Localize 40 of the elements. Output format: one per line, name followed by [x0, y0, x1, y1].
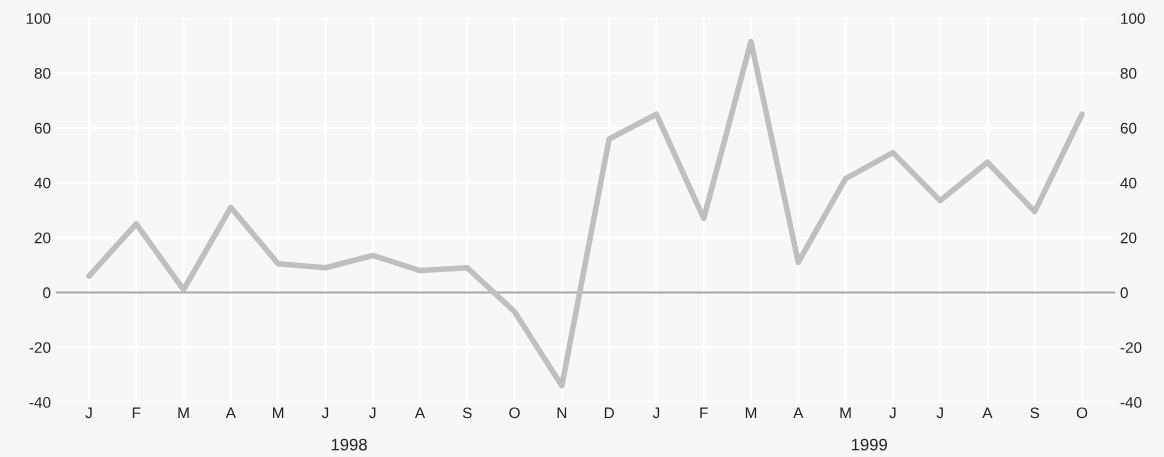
text: 1998	[331, 438, 367, 451]
x-tick-label: J	[85, 407, 92, 419]
y2-tick-label: 20	[1120, 232, 1137, 244]
y-tick-label: 100	[26, 13, 51, 24]
y2-tick-label: -40	[1120, 397, 1142, 408]
y-tick-label: 80	[34, 67, 51, 79]
x-tick-label: S	[1030, 407, 1040, 419]
text: 1999	[851, 438, 887, 451]
x-tick-label: J	[652, 407, 660, 419]
y2-tick-label: 40	[1120, 177, 1137, 189]
y-tick-label: -20	[29, 342, 51, 354]
x-tick-label: J	[936, 407, 943, 419]
y-tick-label: 40	[34, 177, 51, 189]
y2-tick-label: 0	[1120, 287, 1128, 299]
x-tick-label: A	[793, 407, 804, 419]
y2-tick-label: 80	[1120, 67, 1137, 79]
x-tick-label: D	[604, 407, 614, 419]
y2-tick-label: 60	[1120, 122, 1137, 134]
x-tick-label: S	[462, 407, 472, 419]
x-tick-label: M	[178, 407, 189, 419]
x-tick-label: J	[889, 407, 896, 419]
x-tick-label: M	[273, 407, 284, 419]
x-tick-label: O	[1076, 407, 1088, 419]
x-tick-label: N	[557, 407, 567, 419]
y-tick-label: 60	[34, 122, 51, 134]
x-tick-label: M	[745, 407, 757, 419]
x-tick-label: M	[840, 407, 851, 419]
y2-tick-label: 100	[1121, 13, 1145, 24]
y2-tick-label: -20	[1120, 342, 1142, 354]
y-tick-label: 20	[34, 232, 51, 244]
y-tick-label: -40	[29, 397, 51, 408]
x-tick-label: F	[700, 407, 708, 419]
x-tick-label: J	[321, 407, 329, 419]
x-tick-label: J	[369, 407, 376, 419]
x-tick-label: A	[982, 407, 993, 419]
x-tick-label: A	[225, 407, 236, 419]
x-tick-label: F	[132, 407, 141, 419]
x-tick-label: O	[509, 407, 520, 419]
x-tick-label: A	[414, 407, 426, 419]
y-tick-label: 0	[43, 287, 51, 299]
